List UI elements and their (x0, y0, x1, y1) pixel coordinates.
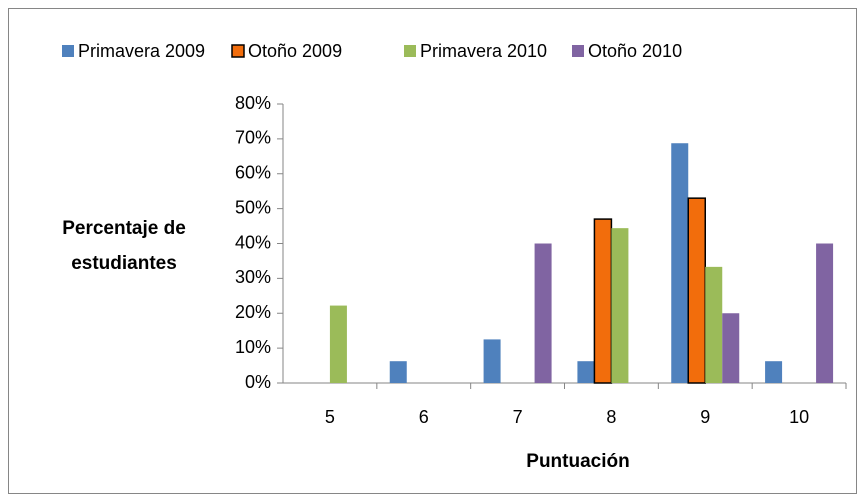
x-axis-label: Puntuación (526, 451, 629, 472)
bar (389, 361, 407, 383)
legend-swatch (404, 45, 416, 57)
bar (816, 243, 834, 383)
y-tick-label: 40% (235, 232, 271, 252)
y-tick-label: 30% (235, 267, 271, 287)
bar (611, 228, 629, 383)
legend-swatch (231, 44, 245, 58)
x-tick-label: 9 (700, 407, 710, 427)
legend-label: Primavera 2009 (78, 41, 205, 61)
y-axis-label: Percentaje de (62, 218, 186, 239)
bar (671, 143, 689, 383)
y-tick-label: 70% (235, 128, 271, 148)
legend-label: Otoño 2009 (248, 41, 342, 61)
x-tick-label: 8 (606, 407, 616, 427)
y-tick-label: 0% (245, 372, 271, 392)
bar (722, 313, 740, 383)
bar (765, 361, 783, 383)
y-tick-label: 80% (235, 93, 271, 113)
legend-label: Otoño 2010 (588, 41, 682, 61)
legend-swatch (62, 45, 74, 57)
bar (687, 197, 706, 384)
bar (577, 361, 595, 383)
chart-border (8, 8, 857, 494)
bar (329, 305, 347, 383)
x-tick-label: 7 (513, 407, 523, 427)
y-tick-label: 20% (235, 302, 271, 322)
bar (593, 218, 613, 384)
bar (705, 266, 723, 383)
legend-swatch (572, 45, 584, 57)
y-tick-label: 60% (235, 163, 271, 183)
y-tick-label: 50% (235, 197, 271, 217)
bar (534, 243, 552, 383)
x-tick-label: 5 (325, 407, 335, 427)
x-tick-label: 10 (789, 407, 809, 427)
legend-label: Primavera 2010 (420, 41, 547, 61)
y-axis-label: estudiantes (71, 253, 177, 274)
y-tick-label: 10% (235, 337, 271, 357)
bar (483, 339, 501, 383)
x-tick-label: 6 (419, 407, 429, 427)
